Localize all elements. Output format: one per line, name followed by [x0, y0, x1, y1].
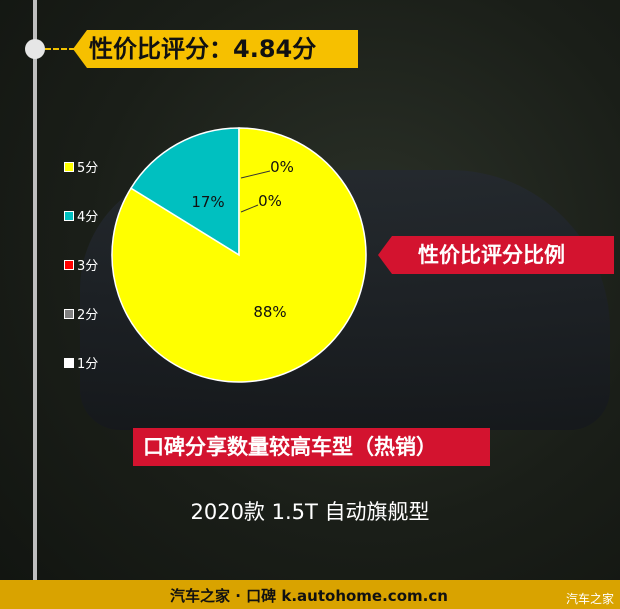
model-name: 2020款 1.5T 自动旗舰型: [190, 500, 430, 524]
legend-item: 3分: [64, 240, 98, 289]
legend: 5分 4分 3分 2分 1分: [64, 142, 98, 387]
data-label: 0%: [258, 192, 282, 210]
legend-label: 3分: [77, 259, 99, 274]
hot-model-tag: 口碑分享数量较高车型（热销）: [133, 428, 490, 466]
legend-item: 2分: [64, 289, 98, 338]
data-label: 88%: [253, 303, 286, 321]
footer-text: 汽车之家 · 口碑 k.autohome.com.cn: [170, 587, 448, 605]
legend-swatch: [64, 308, 74, 319]
leader-line: [240, 170, 271, 179]
timeline-dot: [25, 39, 45, 59]
legend-swatch: [64, 210, 74, 221]
footer-bar: 汽车之家 · 口碑 k.autohome.com.cn 汽车之家: [0, 580, 620, 609]
legend-label: 2分: [77, 308, 99, 323]
pie-slice-5分: [111, 127, 367, 383]
score-title: 性价比评分：4.84分: [73, 30, 358, 68]
watermark: 汽车之家: [565, 592, 614, 606]
legend-swatch: [64, 357, 74, 368]
connector-line: [45, 48, 75, 50]
timeline-line: [33, 0, 37, 580]
leader-line: [240, 204, 259, 213]
legend-label: 1分: [77, 357, 99, 372]
legend-label: 4分: [77, 210, 99, 225]
data-label: 17%: [191, 193, 224, 211]
data-label: 0%: [270, 158, 294, 176]
legend-item: 4分: [64, 191, 98, 240]
legend-swatch: [64, 259, 74, 270]
legend-label: 5分: [77, 161, 99, 176]
legend-swatch: [64, 161, 74, 172]
legend-item: 5分: [64, 142, 98, 191]
pie-slice-4分: [129, 127, 240, 257]
ratio-tag: 性价比评分比例: [378, 236, 614, 274]
legend-item: 1分: [64, 338, 98, 387]
